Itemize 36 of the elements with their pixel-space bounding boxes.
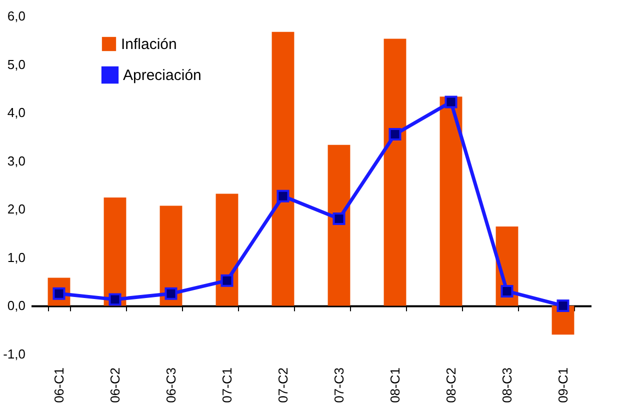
x-tick-label: 08-C1 [388,368,402,403]
x-tick-label: 06-C3 [164,368,178,403]
point [276,190,290,202]
bar [328,144,350,306]
y-tick-label: 3,0 [7,153,26,168]
point [220,274,234,287]
x-tick-label: 06-C1 [52,368,66,403]
bar [216,194,238,306]
y-tick-label: 5,0 [7,56,26,72]
y-tick-label: 2,0 [7,202,26,217]
point [444,96,458,108]
y-tick-label: 4,0 [7,105,26,120]
point [388,128,402,141]
point [500,284,514,298]
x-tick-label: 08-C3 [500,368,514,403]
bar [384,38,406,306]
bar [440,96,462,306]
point [332,212,346,226]
x-tick-label: 06-C2 [108,368,122,403]
y-tick-label: 0,0 [7,298,26,314]
point [556,299,570,312]
y-tick-label: 6,0 [7,8,26,24]
legend-label: Apreciación [123,67,202,84]
x-tick-label: 07-C3 [332,368,346,403]
bar [104,198,126,306]
y-tick-label: 1,0 [7,250,26,265]
x-tick-label: 07-C2 [276,368,290,403]
legend-label: Inflación [121,36,177,53]
x-tick-label: 09-C1 [556,368,570,403]
bar [160,206,182,306]
point [164,287,178,300]
x-tick-label: 08-C2 [444,368,458,403]
x-tick-label: 07-C1 [220,368,234,403]
point [108,293,122,306]
bar [272,32,294,306]
y-tick-label: -1,0 [3,346,26,362]
